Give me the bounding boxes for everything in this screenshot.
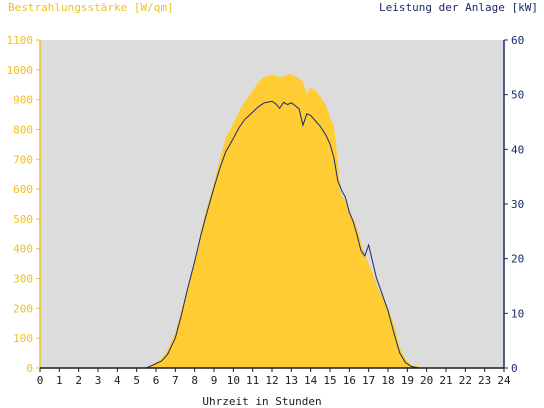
left-tick-label: 1100 — [7, 34, 34, 47]
x-tick-label: 9 — [211, 374, 218, 387]
right-tick-label: 40 — [511, 143, 524, 156]
left-tick-label: 600 — [13, 183, 33, 196]
left-axis-title: Bestrahlungsstärke [W/qm] — [8, 1, 174, 14]
x-tick-label: 20 — [420, 374, 433, 387]
x-tick-label: 2 — [75, 374, 82, 387]
x-tick-label: 3 — [95, 374, 102, 387]
x-tick-label: 16 — [343, 374, 356, 387]
left-tick-label: 100 — [13, 332, 33, 345]
power-line — [40, 100, 504, 369]
x-tick-label: 5 — [133, 374, 140, 387]
right-axis-title: Leistung der Anlage [kW] — [379, 1, 538, 14]
right-tick-label: 0 — [511, 362, 518, 375]
right-tick-label: 10 — [511, 307, 524, 320]
left-tick-label: 0 — [26, 362, 33, 375]
x-tick-label: 19 — [401, 374, 414, 387]
left-tick-label: 200 — [13, 302, 33, 315]
x-tick-label: 14 — [304, 374, 318, 387]
left-tick-label: 300 — [13, 273, 33, 286]
x-tick-label: 12 — [265, 374, 278, 387]
x-tick-label: 18 — [381, 374, 394, 387]
left-tick-label: 800 — [13, 123, 33, 136]
right-tick-label: 50 — [511, 89, 524, 102]
x-tick-label: 0 — [37, 374, 44, 387]
left-tick-label: 500 — [13, 213, 33, 226]
x-tick-label: 10 — [227, 374, 240, 387]
x-tick-label: 24 — [497, 374, 511, 387]
left-tick-label: 700 — [13, 153, 33, 166]
right-tick-label: 60 — [511, 34, 524, 47]
x-tick-label: 1 — [56, 374, 63, 387]
x-tick-label: 11 — [246, 374, 259, 387]
x-tick-label: 23 — [478, 374, 491, 387]
left-tick-label: 400 — [13, 243, 33, 256]
x-tick-label: 15 — [323, 374, 336, 387]
x-tick-label: 4 — [114, 374, 121, 387]
x-tick-label: 6 — [153, 374, 160, 387]
ticks-layer: 0 1 2 3 4 5 6 7 8 9 10 11 12 13 14 15 16 17 18 19 20 21 22 23 24… — [7, 34, 525, 387]
right-tick-label: 30 — [511, 198, 524, 211]
right-tick-label: 20 — [511, 253, 524, 266]
left-tick-label: 900 — [13, 94, 33, 107]
series-layer — [40, 74, 504, 369]
left-tick-label: 1000 — [7, 64, 34, 77]
x-axis-title: Uhrzeit in Stunden — [202, 395, 321, 408]
x-tick-label: 7 — [172, 374, 179, 387]
irradiance-area — [40, 74, 504, 368]
x-tick-label: 21 — [439, 374, 452, 387]
x-tick-label: 22 — [459, 374, 472, 387]
x-tick-label: 17 — [362, 374, 375, 387]
x-tick-label: 13 — [285, 374, 298, 387]
x-tick-label: 8 — [191, 374, 198, 387]
